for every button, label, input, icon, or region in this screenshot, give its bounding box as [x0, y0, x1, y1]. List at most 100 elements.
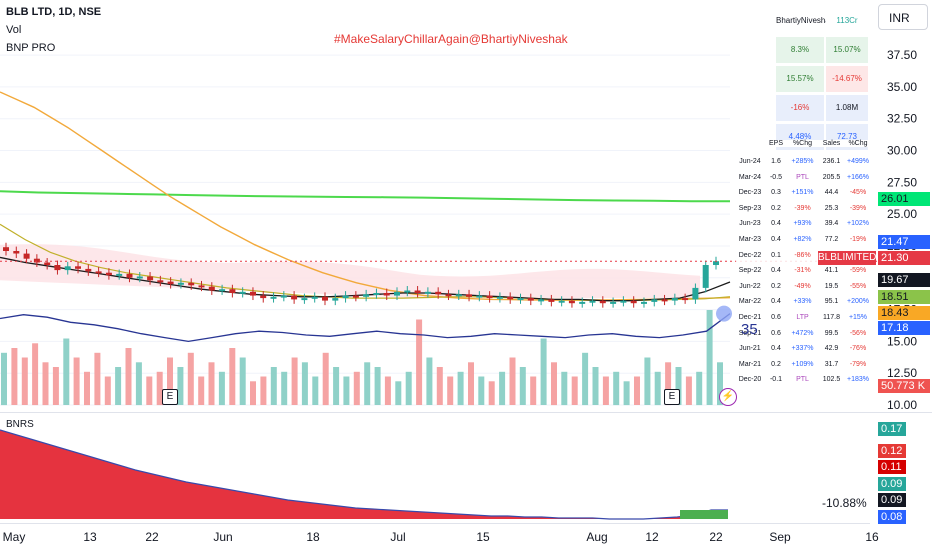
green-ma-line: [0, 190, 731, 203]
volume-bar: [395, 381, 402, 406]
volume-bar: [364, 362, 371, 406]
candle-body: [208, 286, 215, 291]
candle-body: [486, 295, 493, 299]
fund-cell: -14.67%: [826, 66, 868, 92]
volume-bar: [478, 376, 485, 405]
qtr-table-cell: 205.5: [817, 171, 846, 184]
candle-body: [33, 258, 40, 263]
cloud-band: [0, 244, 700, 299]
candle-body: [610, 301, 617, 304]
qtr-table-cell: 0.2: [764, 358, 788, 371]
time-tick-label: Jul: [390, 530, 405, 544]
volume-bar: [436, 367, 443, 405]
volume-bar: [301, 362, 308, 406]
qtr-table-cell: 117.8: [817, 312, 846, 324]
volume-bar: [613, 371, 620, 406]
volume-bar: [84, 371, 90, 406]
oscillator-tag: 0.09: [878, 477, 906, 491]
currency-button[interactable]: INR: [878, 4, 928, 30]
earnings-marker[interactable]: E: [162, 389, 178, 405]
price-tag: 19.67: [878, 273, 930, 287]
qtr-table-cell: 0.6: [764, 327, 788, 340]
volume-bar: [63, 338, 70, 405]
candle-body: [527, 298, 534, 301]
volume-bar: [239, 357, 246, 405]
volume-bar: [634, 376, 640, 405]
oscillator-readout: -10.88%: [822, 496, 867, 510]
candle-body: [291, 295, 298, 300]
candle-body: [75, 266, 81, 269]
qtr-table-cell: -39%: [788, 202, 817, 215]
candle-body: [558, 300, 565, 303]
candle-body: [177, 282, 184, 285]
candle-body: [630, 300, 637, 304]
volume-bar: [561, 371, 568, 406]
candle-body: [260, 295, 267, 299]
qtr-table-cell: -45%: [846, 187, 870, 200]
qtr-table-cell: 19.5: [817, 280, 846, 293]
qtr-table-cell: -0.1: [764, 374, 788, 387]
price-tag: 21.47: [878, 235, 930, 249]
time-tick-label: 12: [645, 530, 659, 544]
volume-bar: [260, 376, 267, 405]
volume-bar: [384, 376, 391, 405]
candle-body: [713, 261, 719, 265]
fund-cell: -16%: [776, 95, 824, 121]
candle-body: [641, 301, 647, 304]
volume-bar: [457, 371, 464, 406]
price-tag: 50.773 K: [878, 379, 930, 393]
earnings-marker[interactable]: E: [664, 389, 680, 405]
symbol-price-label: BLBLIMITED: [818, 251, 877, 265]
volume-bar: [488, 381, 495, 406]
qtr-table-cell: 77.2: [817, 234, 846, 246]
volume-bar: [333, 367, 340, 405]
qtr-table-cell: Mar-24: [736, 171, 764, 184]
candle-body: [188, 282, 195, 286]
qtr-table-cell: 42.9: [817, 343, 846, 356]
qtr-table-cell: +33%: [788, 296, 817, 309]
pane-separator[interactable]: [0, 412, 932, 413]
candle-body: [682, 298, 689, 301]
qtr-table-cell: -86%: [788, 249, 817, 262]
volume-bar: [167, 357, 173, 405]
price-tag: 26.01: [878, 192, 930, 206]
candle-body: [332, 298, 339, 301]
price-tag: 21.30: [878, 251, 930, 265]
volume-bar: [717, 362, 723, 406]
volume-bar: [665, 362, 672, 406]
volume-bar: [32, 343, 39, 406]
candle-body: [394, 291, 400, 296]
volume-bar: [146, 376, 153, 405]
qtr-table-cell: 0.4: [764, 218, 788, 231]
volume-label[interactable]: Vol: [6, 24, 22, 36]
candle-body: [476, 295, 483, 298]
symbol-title[interactable]: BLB LTD, 1D, NSE: [6, 6, 102, 18]
qtr-table-cell: -39%: [846, 202, 870, 215]
volume-bar: [509, 357, 516, 405]
volume-bar: [73, 357, 80, 405]
bolt-icon[interactable]: ⚡: [719, 388, 737, 406]
qtr-table-cell: +499%: [846, 156, 870, 168]
volume-bar: [125, 348, 132, 405]
qtr-header-cell: %Chg: [846, 140, 870, 147]
volume-bar: [42, 362, 49, 406]
candle-body: [599, 300, 606, 304]
candle-body: [579, 301, 586, 304]
candle-body: [239, 291, 246, 294]
candle-body: [424, 291, 431, 294]
volume-bar: [499, 371, 506, 406]
volume-bar: [582, 352, 589, 406]
volume-bar: [519, 367, 526, 405]
time-tick-label: 22: [709, 530, 723, 544]
candle-body: [496, 296, 503, 299]
orange-ma-line: [0, 91, 731, 301]
qtr-table-cell: 0.3: [764, 187, 788, 200]
price-tick-label: 37.50: [887, 48, 917, 62]
indicator-label[interactable]: BNP PRO: [6, 42, 56, 54]
qtr-table-cell: PTL: [788, 171, 817, 184]
qtr-table-cell: 95.1: [817, 296, 846, 309]
qtr-table-cell: +166%: [846, 171, 870, 184]
candle-body: [95, 271, 102, 274]
oscillator-label[interactable]: BNRS: [6, 419, 34, 430]
